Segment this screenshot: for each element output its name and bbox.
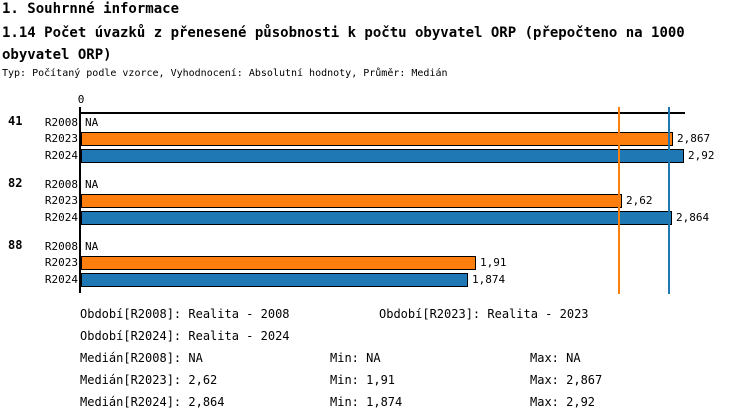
bar — [81, 149, 684, 163]
row-label: R2008 — [44, 178, 78, 191]
stat-max-r2024: Max: 2,92 — [530, 395, 596, 409]
na-label: NA — [85, 178, 99, 191]
row-label: R2008 — [44, 240, 78, 253]
legend-period-r2023: Období[R2023]: Realita - 2023 — [379, 307, 589, 321]
bar — [81, 132, 673, 146]
chart-title: 1.14 Počet úvazků z přenesené působnosti… — [2, 25, 685, 63]
bar — [81, 211, 672, 225]
legend-period-r2008: Období[R2008]: Realita - 2008 — [80, 307, 290, 321]
bar — [81, 273, 468, 287]
row-label: R2023 — [44, 194, 78, 207]
stat-median-r2024: Medián[R2024]: 2,864 — [80, 395, 225, 409]
group-label: 82 — [8, 176, 23, 190]
bar-value-label: 1,91 — [480, 256, 507, 269]
stat-median-r2023: Medián[R2023]: 2,62 — [80, 373, 218, 387]
row-label: R2024 — [44, 149, 78, 162]
y-axis-line — [79, 107, 81, 293]
median-line — [618, 107, 620, 294]
bar-value-label: 2,867 — [677, 132, 711, 145]
stat-median-r2008: Medián[R2008]: NA — [80, 351, 203, 365]
row-label: R2023 — [44, 132, 78, 145]
row-label: R2024 — [44, 273, 78, 286]
axis-zero-label: 0 — [77, 93, 85, 106]
row-label: R2008 — [44, 116, 78, 129]
bar-value-label: 1,874 — [472, 273, 506, 286]
na-label: NA — [85, 240, 99, 253]
row-label: R2023 — [44, 256, 78, 269]
bar — [81, 194, 622, 208]
na-label: NA — [85, 116, 99, 129]
stat-max-r2008: Max: NA — [530, 351, 581, 365]
x-axis-line — [80, 112, 685, 114]
median-line — [668, 107, 670, 294]
bar-value-label: 2,92 — [688, 149, 715, 162]
legend-period-r2024: Období[R2024]: Realita - 2024 — [80, 329, 290, 343]
bar-value-label: 2,864 — [676, 211, 710, 224]
stat-max-r2023: Max: 2,867 — [530, 373, 603, 387]
group-label: 88 — [8, 238, 23, 252]
stat-min-r2023: Min: 1,91 — [330, 373, 396, 387]
chart-meta: Typ: Počítaný podle vzorce, Vyhodnocení:… — [2, 68, 448, 79]
group-label: 41 — [8, 114, 23, 128]
row-label: R2024 — [44, 211, 78, 224]
section-title: 1. Souhrnné informace — [2, 1, 180, 17]
stat-min-r2008: Min: NA — [330, 351, 381, 365]
stat-min-r2024: Min: 1,874 — [330, 395, 403, 409]
bar — [81, 256, 476, 270]
bar-value-label: 2,62 — [626, 194, 653, 207]
